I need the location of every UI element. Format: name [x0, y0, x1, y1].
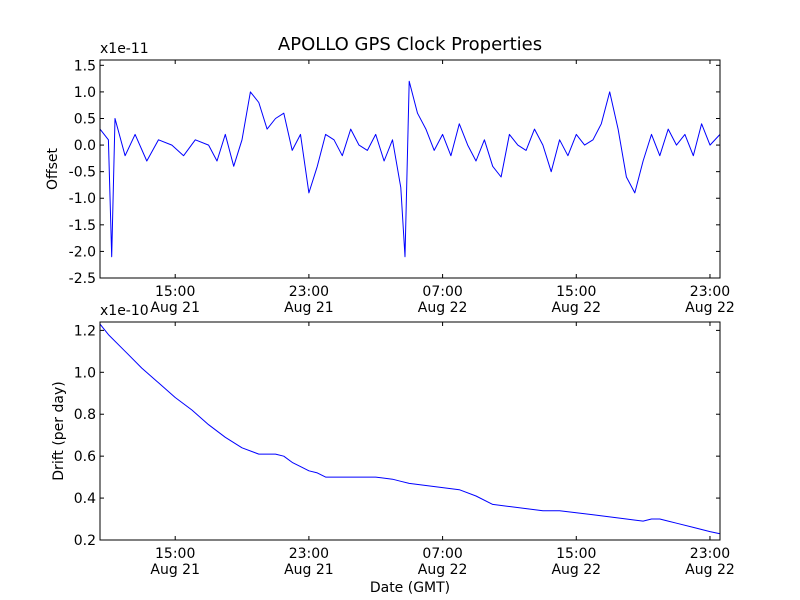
offset-y-tick-label: 1.0	[74, 85, 96, 101]
drift-x-tick-date: Aug 21	[150, 562, 200, 578]
drift-y-tick-label: 0.4	[74, 491, 96, 507]
drift-x-tick-date: Aug 22	[685, 562, 735, 578]
offset-x-tick-time: 07:00	[422, 284, 462, 300]
offset-x-tick-date: Aug 21	[284, 300, 334, 316]
drift-x-tick-time: 15:00	[556, 546, 596, 562]
chart-title: APOLLO GPS Clock Properties	[278, 34, 542, 55]
offset-x-tick-date: Aug 21	[150, 300, 200, 316]
offset-y-multiplier: x1e-11	[100, 41, 149, 57]
drift-y-tick-label: 0.2	[74, 533, 96, 549]
offset-x-tick-time: 23:00	[690, 284, 730, 300]
drift-series-line-0	[99, 323, 721, 535]
drift-x-tick-date: Aug 22	[551, 562, 601, 578]
drift-x-tick-date: Aug 22	[418, 562, 468, 578]
offset-y-tick-label: -2.0	[69, 244, 96, 260]
offset-y-tick-label: 1.5	[74, 58, 96, 74]
drift-y-tick-label: 1.2	[74, 323, 96, 339]
offset-x-tick-date: Aug 22	[418, 300, 468, 316]
drift-x-tick-time: 23:00	[690, 546, 730, 562]
offset-panel: -2.5-2.0-1.5-1.0-0.50.00.51.01.515:00Aug…	[45, 41, 735, 316]
drift-x-tick-time: 07:00	[422, 546, 462, 562]
offset-y-tick-label: -2.5	[69, 271, 96, 287]
offset-y-tick-label: -1.5	[69, 218, 96, 234]
offset-y-axis-label: Offset	[45, 147, 61, 190]
offset-y-tick-label: 0.0	[74, 138, 96, 154]
drift-x-tick-date: Aug 21	[284, 562, 334, 578]
offset-x-tick-time: 23:00	[289, 284, 329, 300]
offset-x-tick-time: 15:00	[155, 284, 195, 300]
offset-x-tick-time: 15:00	[556, 284, 596, 300]
drift-x-tick-time: 23:00	[289, 546, 329, 562]
drift-y-axis-label: Drift (per day)	[51, 381, 67, 480]
offset-series-line-0	[99, 80, 721, 258]
offset-x-tick-date: Aug 22	[685, 300, 735, 316]
drift-axes-frame	[99, 321, 721, 541]
offset-y-tick-label: -1.0	[69, 191, 96, 207]
offset-y-tick-label: 0.5	[74, 111, 96, 127]
drift-x-tick-time: 15:00	[155, 546, 195, 562]
offset-y-tick-label: -0.5	[69, 165, 96, 181]
drift-y-tick-label: 0.6	[74, 449, 96, 465]
offset-x-tick-date: Aug 22	[551, 300, 601, 316]
drift-y-multiplier: x1e-10	[100, 303, 149, 319]
x-axis-label: Date (GMT)	[370, 580, 450, 596]
drift-y-tick-label: 0.8	[74, 407, 96, 423]
drift-y-tick-label: 1.0	[74, 365, 96, 381]
offset-axes-frame	[99, 59, 721, 279]
